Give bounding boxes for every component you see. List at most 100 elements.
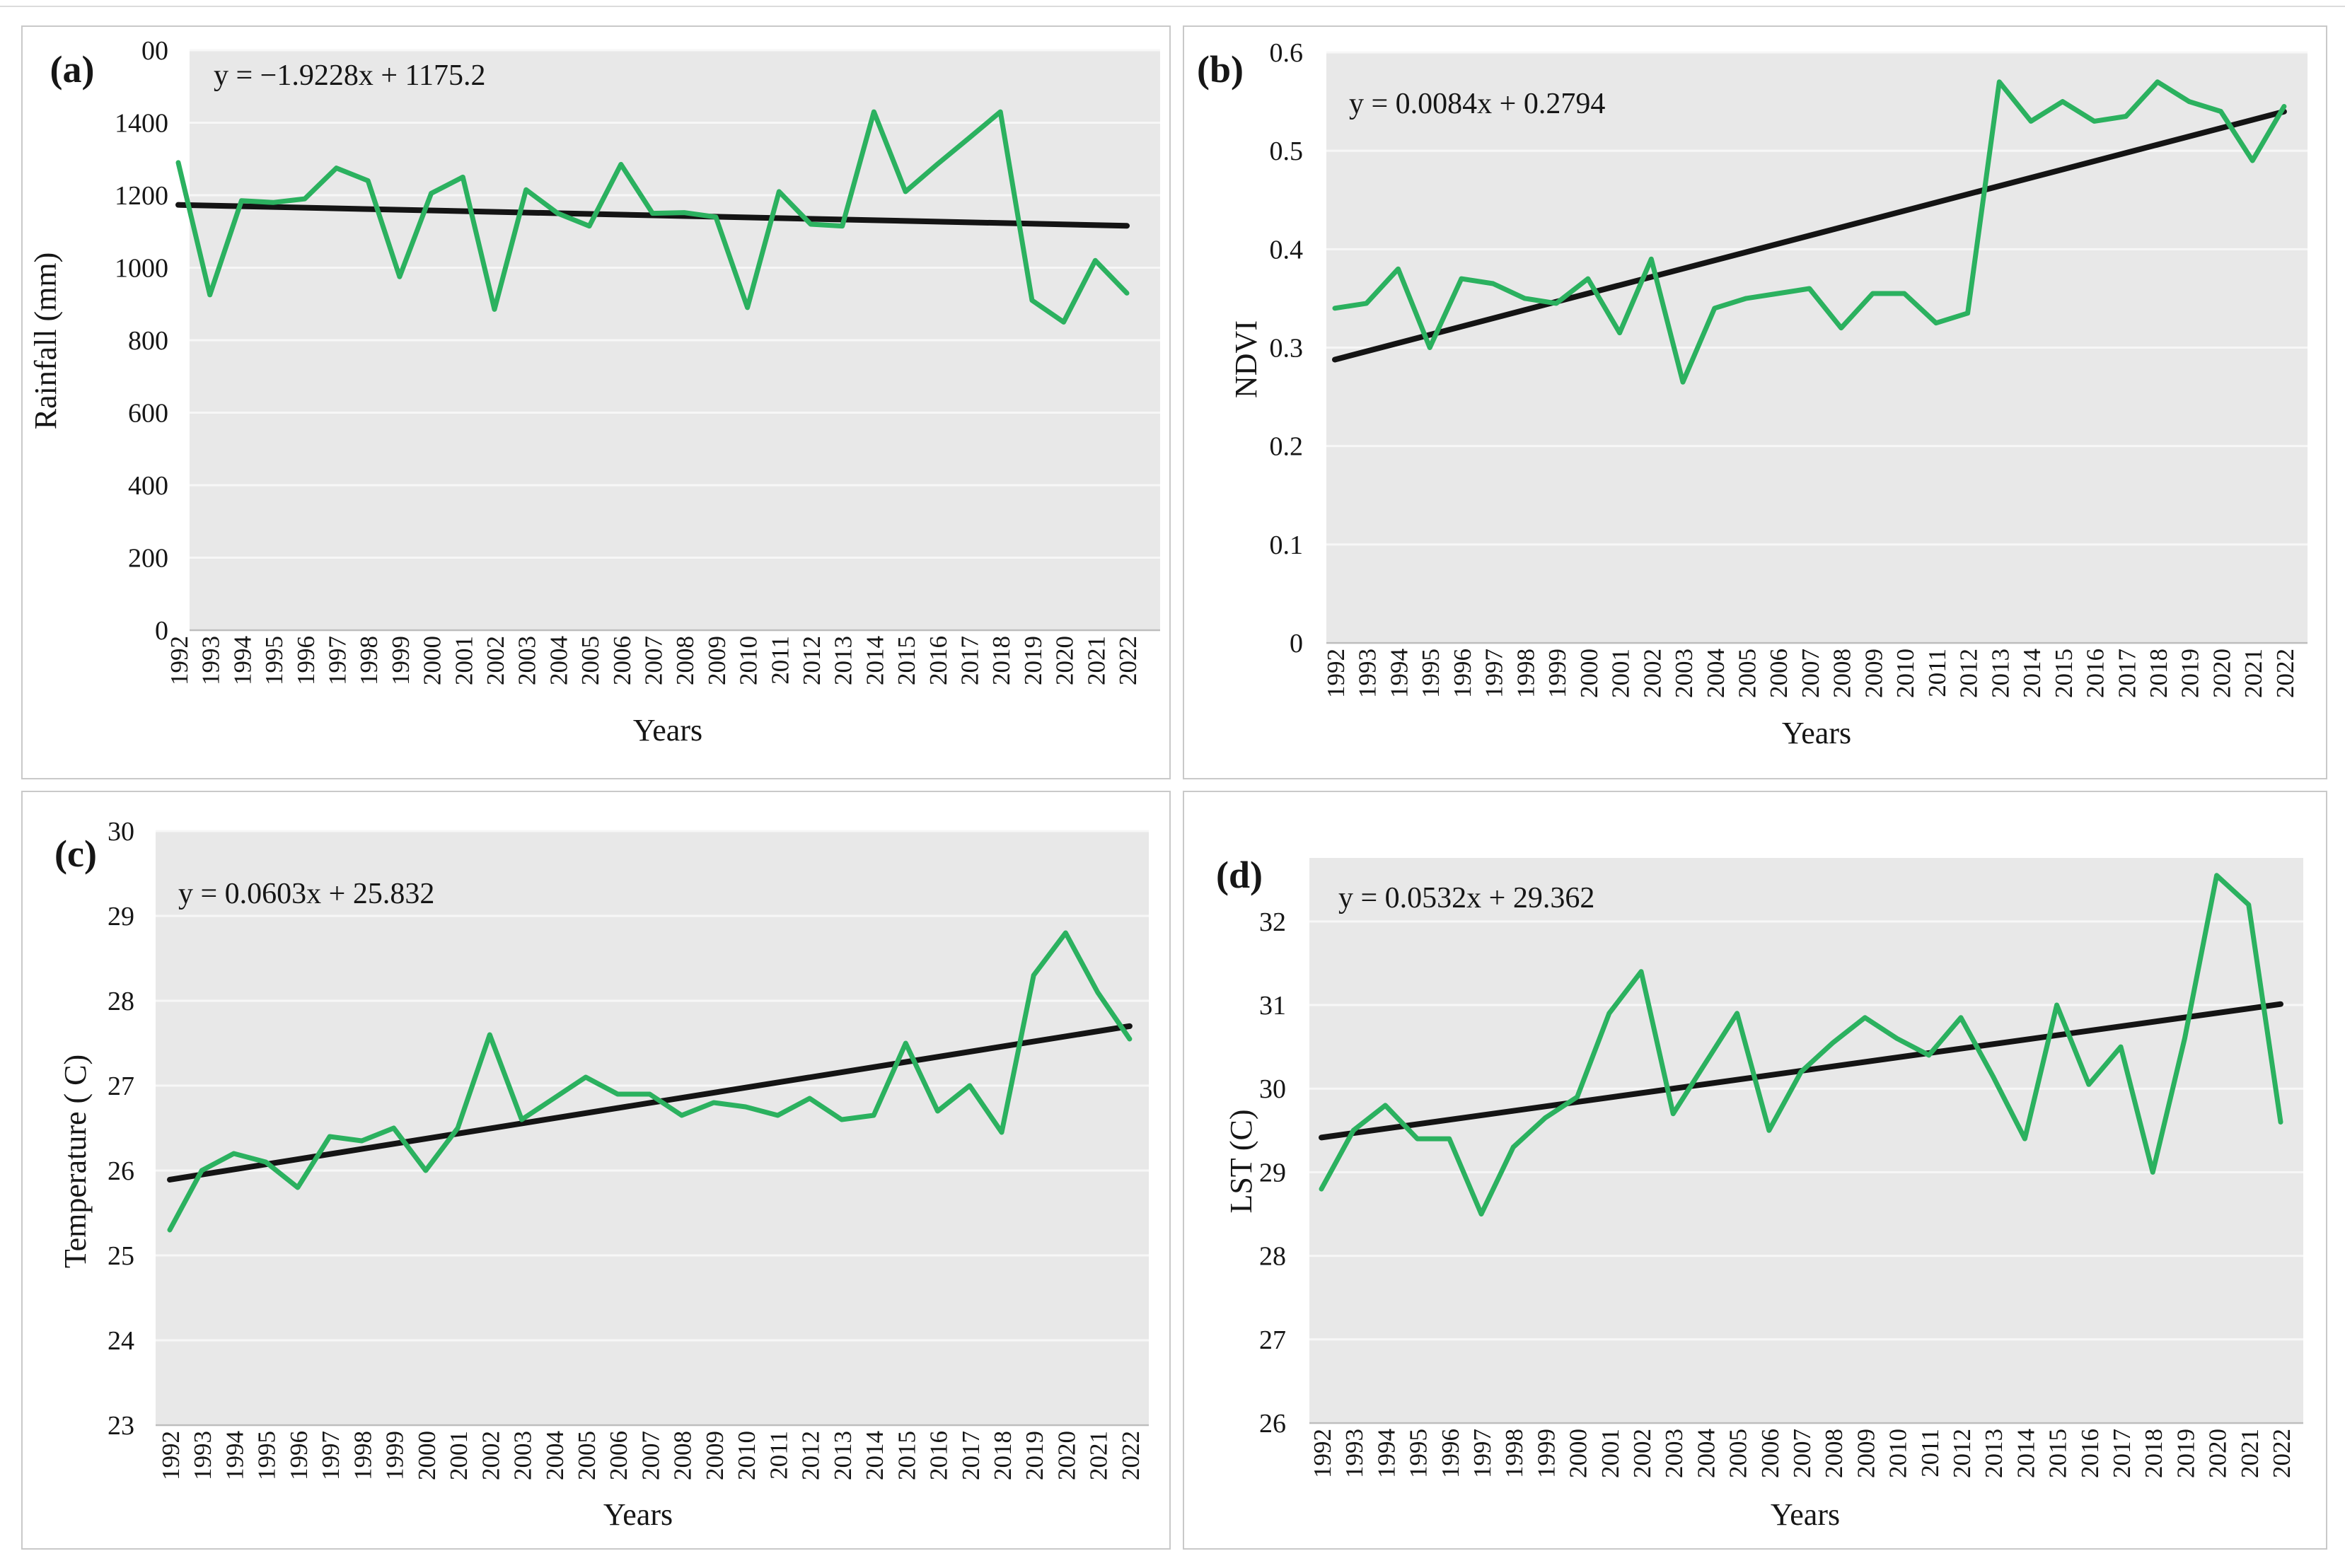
x-tick-label: 2009 <box>701 1431 729 1480</box>
x-tick-label: 1997 <box>317 1431 344 1480</box>
x-tick-label: 2010 <box>1892 649 1919 698</box>
x-tick-labels: 1992 1993 1994 1995 1996 1997 1998 1999 2000 2001… <box>157 1431 1145 1480</box>
x-tick-label: 2010 <box>735 636 763 685</box>
y-tick-label: 1200 <box>115 181 168 211</box>
x-tick-label: 1994 <box>1372 1429 1400 1478</box>
y-tick-label: 0.1 <box>1270 530 1304 560</box>
x-tick-label: 1994 <box>1385 649 1413 698</box>
x-tick-label: 1993 <box>1341 1429 1368 1478</box>
x-tick-label: 2001 <box>1597 1429 1624 1478</box>
x-tick-label: 1993 <box>189 1431 216 1480</box>
x-tick-label: 1993 <box>1354 649 1382 698</box>
y-tick-label: 28 <box>1259 1242 1286 1272</box>
y-tick-label: 800 <box>128 326 168 356</box>
y-tick-label: 23 <box>108 1411 134 1441</box>
plot-area <box>156 831 1149 1425</box>
x-tick-label: 2018 <box>989 1431 1017 1480</box>
x-tick-label: 2007 <box>640 636 668 685</box>
x-tick-label: 2021 <box>1082 636 1110 685</box>
panel-a-equation: y = −1.9228x + 1175.2 <box>214 59 486 92</box>
panel-d-equation: y = 0.0532x + 29.362 <box>1338 882 1595 914</box>
y-tick-label: 0.3 <box>1270 334 1304 364</box>
x-tick-label: 2008 <box>1829 649 1856 698</box>
panel-c-y-axis-title: Temperature ( C) <box>58 1054 93 1269</box>
y-tick-label: 24 <box>108 1326 134 1356</box>
x-tick-label: 1996 <box>1437 1429 1464 1478</box>
panel-b-y-axis-title: NDVI <box>1229 320 1263 398</box>
y-tick-label: 29 <box>1259 1158 1286 1187</box>
y-tick-label: 27 <box>1259 1325 1286 1355</box>
y-tick-label: 0 <box>1290 629 1303 658</box>
x-tick-label: 1995 <box>260 636 288 685</box>
x-tick-label: 2000 <box>1565 1429 1592 1478</box>
y-tick-label: 0 <box>155 616 168 646</box>
x-tick-label: 2013 <box>829 1431 857 1480</box>
x-tick-label: 2008 <box>671 636 699 685</box>
panel-b-label: (b) <box>1197 48 1244 91</box>
x-tick-label: 2007 <box>1797 649 1824 698</box>
x-tick-label: 2013 <box>1986 649 2014 698</box>
x-tick-label: 2022 <box>1114 636 1142 685</box>
x-tick-labels: 1992 1993 1994 1995 1996 1997 1998 1999 2000 2001… <box>1309 1429 2295 1478</box>
x-tick-label: 2003 <box>509 1431 537 1480</box>
panel-a: 00 1400 1200 1000 800 600 400 200 0 1992 1993 1994 1… <box>21 25 1171 779</box>
panel-c-x-axis-title: Years <box>603 1497 673 1532</box>
x-tick-label: 2004 <box>1702 649 1730 698</box>
x-tick-label: 1999 <box>381 1431 409 1480</box>
x-tick-label: 2011 <box>1923 649 1951 697</box>
x-tick-label: 2016 <box>925 636 952 685</box>
x-tick-label: 2019 <box>2177 649 2204 698</box>
x-tick-label: 1992 <box>166 636 193 685</box>
x-tick-label: 2016 <box>2076 1429 2104 1478</box>
y-tick-label: 30 <box>108 817 134 847</box>
x-tick-label: 2004 <box>1692 1429 1720 1478</box>
x-tick-label: 1995 <box>253 1431 281 1480</box>
x-tick-label: 2000 <box>413 1431 441 1480</box>
panel-a-y-axis-title: Rainfall (mm) <box>28 252 63 430</box>
x-tick-label: 2021 <box>1085 1431 1113 1480</box>
x-tick-label: 2020 <box>2204 1429 2232 1478</box>
data-series-line <box>1332 79 2287 385</box>
x-tick-label: 2013 <box>1980 1429 2008 1478</box>
x-tick-label: 2017 <box>2108 1429 2136 1478</box>
data-series-line <box>175 109 1130 325</box>
x-tick-label: 2010 <box>733 1431 760 1480</box>
x-tick-label: 2014 <box>2018 649 2046 698</box>
x-tick-label: 2001 <box>450 636 477 685</box>
x-tick-label: 2005 <box>1725 1429 1752 1478</box>
x-tick-label: 2021 <box>2236 1429 2264 1478</box>
x-tick-label: 2003 <box>1660 1429 1688 1478</box>
x-tick-label: 1996 <box>292 636 320 685</box>
x-tick-label: 2009 <box>703 636 731 685</box>
x-tick-label: 1999 <box>1532 1429 1560 1478</box>
x-tick-label: 2007 <box>1788 1429 1816 1478</box>
y-tick-label: 0.6 <box>1270 38 1304 68</box>
x-tick-label: 2006 <box>608 636 636 685</box>
x-tick-label: 1996 <box>285 1431 313 1480</box>
x-tick-label: 1999 <box>1544 649 1571 698</box>
x-tick-label: 2010 <box>1884 1429 1912 1478</box>
x-tick-label: 2009 <box>1860 649 1887 698</box>
x-tick-label: 2017 <box>957 1431 985 1480</box>
x-tick-label: 2020 <box>1051 636 1079 685</box>
figure-top-border <box>0 6 2345 7</box>
x-tick-label: 2008 <box>669 1431 697 1480</box>
y-tick-label: 25 <box>108 1241 134 1271</box>
x-tick-label: 2003 <box>514 636 541 685</box>
y-tick-label: 26 <box>108 1156 134 1186</box>
panel-c-equation: y = 0.0603x + 25.832 <box>178 878 435 910</box>
plot-area <box>1309 858 2303 1423</box>
x-tick-label: 2016 <box>925 1431 953 1480</box>
y-tick-label: 600 <box>128 399 168 429</box>
y-tick-label: 0.4 <box>1270 235 1304 265</box>
panel-d-label: (d) <box>1216 854 1263 896</box>
y-tick-label: 00 <box>141 36 168 66</box>
x-tick-label: 2017 <box>956 636 984 685</box>
x-tick-label: 1995 <box>1417 649 1444 698</box>
x-tick-label: 2018 <box>2140 1429 2167 1478</box>
x-tick-label: 1997 <box>1469 1429 1496 1478</box>
x-tick-label: 2002 <box>1628 1429 1656 1478</box>
x-tick-label: 2000 <box>1575 649 1603 698</box>
